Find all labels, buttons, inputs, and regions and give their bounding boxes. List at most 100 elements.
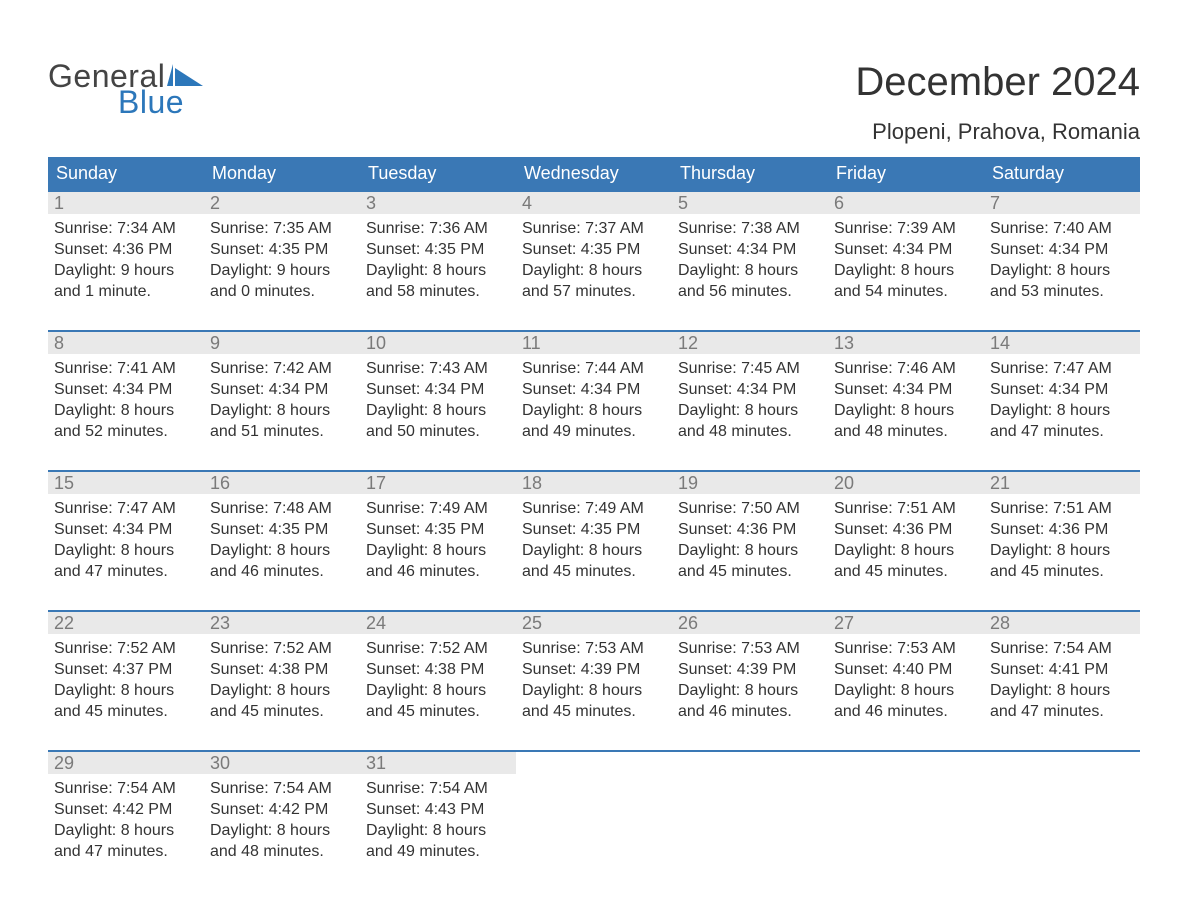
daylight-line1: Daylight: 8 hours xyxy=(54,820,198,841)
day-body: Sunrise: 7:54 AMSunset: 4:42 PMDaylight:… xyxy=(204,774,360,862)
day-number: 17 xyxy=(366,472,510,494)
week-row: 29Sunrise: 7:54 AMSunset: 4:42 PMDayligh… xyxy=(48,750,1140,870)
day-number: 16 xyxy=(210,472,354,494)
daylight-line2: and 47 minutes. xyxy=(990,701,1134,722)
day-number-band: 21 xyxy=(984,472,1140,494)
day-cell: 23Sunrise: 7:52 AMSunset: 4:38 PMDayligh… xyxy=(204,612,360,730)
day-cell: 25Sunrise: 7:53 AMSunset: 4:39 PMDayligh… xyxy=(516,612,672,730)
week-row: 1Sunrise: 7:34 AMSunset: 4:36 PMDaylight… xyxy=(48,190,1140,310)
day-body: Sunrise: 7:42 AMSunset: 4:34 PMDaylight:… xyxy=(204,354,360,442)
day-body: Sunrise: 7:53 AMSunset: 4:40 PMDaylight:… xyxy=(828,634,984,722)
day-number: 28 xyxy=(990,612,1134,634)
sunset-text: Sunset: 4:34 PM xyxy=(210,379,354,400)
daylight-line2: and 57 minutes. xyxy=(522,281,666,302)
daylight-line1: Daylight: 8 hours xyxy=(366,400,510,421)
sunset-text: Sunset: 4:36 PM xyxy=(990,519,1134,540)
sunrise-text: Sunrise: 7:51 AM xyxy=(990,498,1134,519)
day-number: 18 xyxy=(522,472,666,494)
day-number-band: 2 xyxy=(204,192,360,214)
daylight-line2: and 47 minutes. xyxy=(990,421,1134,442)
day-number: 30 xyxy=(210,752,354,774)
sunrise-text: Sunrise: 7:51 AM xyxy=(834,498,978,519)
day-number-band: 3 xyxy=(360,192,516,214)
day-number: 24 xyxy=(366,612,510,634)
day-number: 14 xyxy=(990,332,1134,354)
day-number: 29 xyxy=(54,752,198,774)
week-row: 8Sunrise: 7:41 AMSunset: 4:34 PMDaylight… xyxy=(48,330,1140,450)
sunrise-text: Sunrise: 7:53 AM xyxy=(834,638,978,659)
daylight-line1: Daylight: 8 hours xyxy=(54,400,198,421)
day-cell: 1Sunrise: 7:34 AMSunset: 4:36 PMDaylight… xyxy=(48,192,204,310)
day-body: Sunrise: 7:50 AMSunset: 4:36 PMDaylight:… xyxy=(672,494,828,582)
sunrise-text: Sunrise: 7:38 AM xyxy=(678,218,822,239)
day-number-band: 28 xyxy=(984,612,1140,634)
empty-day-cell xyxy=(984,752,1140,870)
day-number: 12 xyxy=(678,332,822,354)
sunset-text: Sunset: 4:36 PM xyxy=(834,519,978,540)
sunset-text: Sunset: 4:34 PM xyxy=(678,379,822,400)
day-cell: 11Sunrise: 7:44 AMSunset: 4:34 PMDayligh… xyxy=(516,332,672,450)
daylight-line1: Daylight: 8 hours xyxy=(522,680,666,701)
day-number: 21 xyxy=(990,472,1134,494)
day-cell: 10Sunrise: 7:43 AMSunset: 4:34 PMDayligh… xyxy=(360,332,516,450)
daylight-line1: Daylight: 8 hours xyxy=(210,540,354,561)
day-number: 8 xyxy=(54,332,198,354)
day-cell: 12Sunrise: 7:45 AMSunset: 4:34 PMDayligh… xyxy=(672,332,828,450)
sunset-text: Sunset: 4:42 PM xyxy=(54,799,198,820)
day-number: 19 xyxy=(678,472,822,494)
sunset-text: Sunset: 4:34 PM xyxy=(834,239,978,260)
day-body: Sunrise: 7:47 AMSunset: 4:34 PMDaylight:… xyxy=(48,494,204,582)
day-body: Sunrise: 7:51 AMSunset: 4:36 PMDaylight:… xyxy=(828,494,984,582)
day-cell: 22Sunrise: 7:52 AMSunset: 4:37 PMDayligh… xyxy=(48,612,204,730)
sunset-text: Sunset: 4:35 PM xyxy=(522,519,666,540)
daylight-line2: and 45 minutes. xyxy=(54,701,198,722)
day-number-band: 14 xyxy=(984,332,1140,354)
day-cell: 7Sunrise: 7:40 AMSunset: 4:34 PMDaylight… xyxy=(984,192,1140,310)
daylight-line1: Daylight: 8 hours xyxy=(54,680,198,701)
day-body: Sunrise: 7:34 AMSunset: 4:36 PMDaylight:… xyxy=(48,214,204,302)
daylight-line2: and 48 minutes. xyxy=(678,421,822,442)
daylight-line1: Daylight: 8 hours xyxy=(990,680,1134,701)
weekday-saturday: Saturday xyxy=(984,157,1140,190)
sunset-text: Sunset: 4:34 PM xyxy=(54,519,198,540)
day-number-band: 20 xyxy=(828,472,984,494)
day-body: Sunrise: 7:49 AMSunset: 4:35 PMDaylight:… xyxy=(360,494,516,582)
sunset-text: Sunset: 4:34 PM xyxy=(366,379,510,400)
weekday-wednesday: Wednesday xyxy=(516,157,672,190)
daylight-line2: and 49 minutes. xyxy=(366,841,510,862)
sunset-text: Sunset: 4:39 PM xyxy=(522,659,666,680)
weekday-tuesday: Tuesday xyxy=(360,157,516,190)
day-number-band: 8 xyxy=(48,332,204,354)
day-body: Sunrise: 7:39 AMSunset: 4:34 PMDaylight:… xyxy=(828,214,984,302)
day-body: Sunrise: 7:51 AMSunset: 4:36 PMDaylight:… xyxy=(984,494,1140,582)
day-number-band: 18 xyxy=(516,472,672,494)
day-cell: 28Sunrise: 7:54 AMSunset: 4:41 PMDayligh… xyxy=(984,612,1140,730)
logo-word2: Blue xyxy=(118,86,205,118)
day-body: Sunrise: 7:54 AMSunset: 4:43 PMDaylight:… xyxy=(360,774,516,862)
day-number-band: 25 xyxy=(516,612,672,634)
sunrise-text: Sunrise: 7:41 AM xyxy=(54,358,198,379)
daylight-line1: Daylight: 8 hours xyxy=(210,820,354,841)
week-row: 15Sunrise: 7:47 AMSunset: 4:34 PMDayligh… xyxy=(48,470,1140,590)
day-number-band: 5 xyxy=(672,192,828,214)
sunrise-text: Sunrise: 7:47 AM xyxy=(54,498,198,519)
sunrise-text: Sunrise: 7:54 AM xyxy=(990,638,1134,659)
sunset-text: Sunset: 4:34 PM xyxy=(834,379,978,400)
sunrise-text: Sunrise: 7:54 AM xyxy=(210,778,354,799)
daylight-line1: Daylight: 8 hours xyxy=(366,820,510,841)
day-cell: 24Sunrise: 7:52 AMSunset: 4:38 PMDayligh… xyxy=(360,612,516,730)
day-number-band: 9 xyxy=(204,332,360,354)
day-number-band: 26 xyxy=(672,612,828,634)
daylight-line2: and 48 minutes. xyxy=(834,421,978,442)
daylight-line2: and 46 minutes. xyxy=(210,561,354,582)
daylight-line1: Daylight: 8 hours xyxy=(834,260,978,281)
day-cell: 21Sunrise: 7:51 AMSunset: 4:36 PMDayligh… xyxy=(984,472,1140,590)
daylight-line1: Daylight: 8 hours xyxy=(990,400,1134,421)
day-number-band: 10 xyxy=(360,332,516,354)
sunrise-text: Sunrise: 7:53 AM xyxy=(678,638,822,659)
empty-day-cell xyxy=(672,752,828,870)
daylight-line1: Daylight: 8 hours xyxy=(990,540,1134,561)
empty-day-cell xyxy=(828,752,984,870)
sunset-text: Sunset: 4:37 PM xyxy=(54,659,198,680)
day-number: 25 xyxy=(522,612,666,634)
